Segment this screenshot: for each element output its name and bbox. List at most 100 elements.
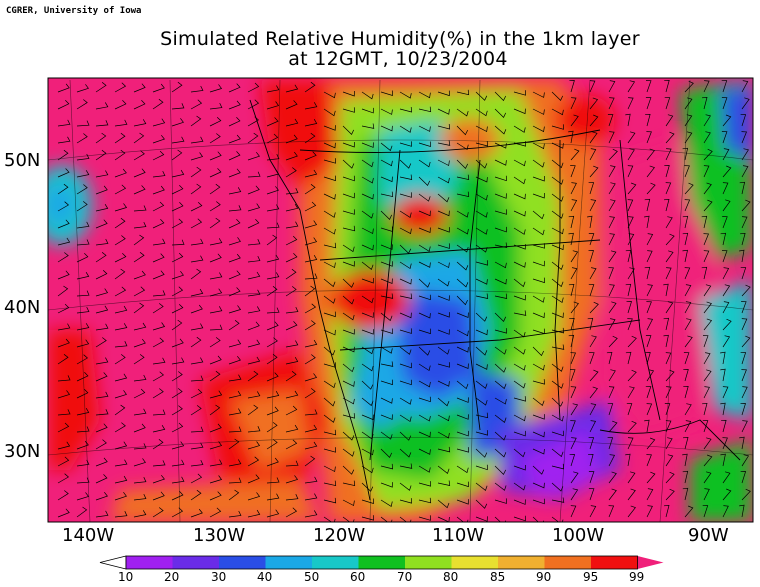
wind-barb	[285, 321, 298, 331]
wind-barb	[76, 84, 89, 93]
wind-barb	[57, 323, 71, 331]
wind-barb	[475, 108, 488, 117]
wind-barb	[152, 98, 164, 110]
wind-barb	[589, 80, 596, 93]
wind-barb	[475, 312, 488, 322]
wind-barb	[361, 193, 374, 200]
wind-barb	[626, 403, 633, 416]
wind-barb	[57, 270, 70, 280]
wind-barb	[627, 437, 634, 450]
wind-barb	[627, 148, 635, 161]
wind-barb	[664, 165, 670, 178]
wind-barb	[608, 505, 615, 518]
wind-barb	[171, 388, 183, 399]
wind-barb	[513, 108, 526, 115]
wind-barb	[627, 182, 637, 195]
wind-barb	[625, 453, 631, 467]
colorbar-label-70: 70	[397, 570, 413, 584]
wind-barb	[456, 346, 469, 353]
wind-barb	[475, 176, 488, 183]
wind-barb	[513, 141, 526, 147]
wind-barb	[570, 267, 578, 280]
wind-barb	[456, 430, 469, 437]
wind-barb	[740, 403, 746, 416]
wind-barb	[722, 471, 731, 484]
wind-barb	[133, 100, 146, 110]
wind-barb	[456, 414, 469, 420]
wind-barb	[171, 81, 183, 93]
wind-barb	[418, 515, 431, 521]
wind-barb	[399, 397, 412, 405]
wind-barb	[57, 119, 71, 127]
wind-barb	[114, 252, 127, 263]
wind-barb	[57, 338, 70, 348]
lon-label-100w: 100W	[552, 525, 605, 546]
wind-barb	[133, 252, 145, 263]
wind-barb	[304, 303, 317, 314]
wind-barb	[171, 136, 185, 144]
wind-barb	[247, 99, 260, 110]
wind-barb	[57, 168, 70, 178]
wind-barb	[418, 448, 431, 455]
wind-barb	[399, 431, 412, 441]
wind-barb	[513, 499, 526, 505]
wind-barb	[456, 516, 469, 522]
wind-barb	[741, 148, 749, 161]
wind-barb	[380, 448, 393, 458]
wind-barb	[285, 100, 298, 110]
wind-barb	[703, 471, 712, 484]
wind-barb	[171, 476, 185, 484]
wind-barb	[171, 286, 184, 297]
wind-barb	[342, 107, 355, 113]
colorbar-arrow-high	[637, 556, 664, 569]
wind-barb	[646, 437, 656, 450]
wind-barb	[304, 339, 318, 348]
wind-barb	[247, 239, 261, 246]
wind-barb	[532, 397, 545, 406]
wind-barb	[76, 477, 90, 484]
wind-barb	[304, 237, 318, 246]
colorbar-swatch	[265, 556, 312, 569]
wind-barb	[741, 284, 751, 297]
wind-barb	[285, 84, 299, 93]
wind-barb	[682, 147, 689, 161]
wind-barb	[702, 420, 709, 433]
wind-barb	[589, 420, 597, 433]
wind-barb	[475, 140, 488, 147]
wind-barb	[190, 218, 203, 229]
wind-barb	[494, 482, 507, 491]
wind-barb	[532, 328, 545, 335]
wind-barb	[589, 301, 599, 314]
wind-barb	[95, 149, 107, 161]
wind-barb	[171, 169, 185, 178]
wind-barb	[702, 335, 709, 348]
wind-barb	[342, 295, 355, 305]
wind-barb	[152, 388, 164, 399]
wind-barb	[399, 159, 412, 169]
wind-barb	[456, 312, 469, 319]
wind-barb	[57, 441, 71, 450]
wind-barb	[568, 334, 575, 348]
wind-barb	[551, 497, 565, 503]
wind-barb	[721, 250, 728, 263]
wind-barb	[152, 507, 164, 518]
wind-barb	[456, 465, 469, 474]
wind-barb	[285, 460, 299, 467]
wind-barb	[684, 97, 693, 110]
wind-barb	[152, 219, 165, 229]
wind-barb	[342, 261, 355, 267]
colorbar-swatch	[312, 556, 359, 569]
wind-barb	[646, 148, 655, 161]
wind-barb	[209, 507, 222, 518]
wind-barb	[171, 202, 184, 212]
wind-barb	[323, 108, 336, 117]
wind-barb	[608, 182, 616, 195]
wind-barb	[76, 184, 88, 195]
wind-barb	[247, 219, 260, 229]
wind-barb	[703, 148, 713, 161]
wind-barb	[95, 510, 109, 518]
wind-barb	[285, 203, 299, 212]
wind-barb	[437, 380, 450, 387]
wind-barb	[627, 369, 637, 382]
wind-barb	[513, 210, 526, 217]
